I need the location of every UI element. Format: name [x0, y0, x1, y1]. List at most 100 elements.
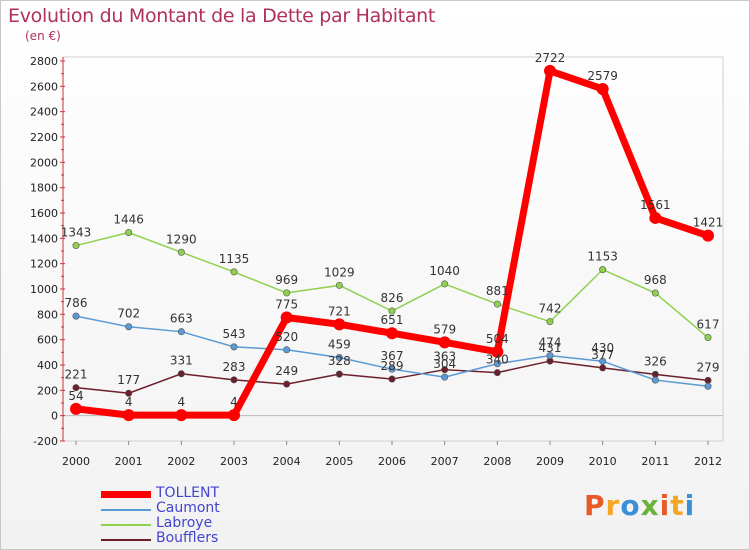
data-point	[599, 266, 607, 274]
y-tick-label: 600	[37, 334, 58, 347]
chart-title: Evolution du Montant de la Dette par Hab…	[8, 5, 436, 27]
data-label: 474	[539, 336, 562, 350]
data-label: 279	[697, 360, 720, 374]
data-label: 1561	[640, 198, 671, 212]
data-label: 249	[275, 364, 298, 378]
x-tick-label: 2005	[325, 455, 353, 468]
data-point	[388, 375, 396, 383]
data-point	[441, 366, 449, 374]
data-label: 742	[539, 302, 562, 316]
data-point	[72, 312, 80, 320]
data-label: 331	[170, 354, 193, 368]
data-point	[651, 289, 659, 297]
data-point	[72, 242, 80, 250]
data-label: 367	[381, 349, 404, 363]
data-label: 4	[230, 395, 238, 409]
data-point	[283, 289, 291, 297]
x-tick-label: 2001	[115, 455, 143, 468]
data-point	[177, 328, 185, 336]
data-label: 377	[591, 348, 614, 362]
y-tick-label: 2600	[30, 80, 58, 93]
data-label: 363	[433, 350, 456, 364]
y-tick-label: -200	[33, 435, 58, 448]
y-tick-label: 1200	[30, 258, 58, 271]
data-point	[283, 380, 291, 388]
data-label: 826	[381, 291, 404, 305]
data-label: 1029	[324, 265, 355, 279]
y-tick-label: 1600	[30, 207, 58, 220]
data-label: 4	[178, 395, 186, 409]
y-tick-label: 0	[51, 410, 58, 423]
logo-letter: i	[659, 489, 671, 522]
data-label: 786	[65, 296, 88, 310]
data-point	[335, 281, 343, 289]
data-point	[230, 343, 238, 351]
data-point	[72, 384, 80, 392]
x-tick-label: 2003	[220, 455, 248, 468]
data-point	[125, 323, 133, 331]
data-label: 54	[68, 389, 83, 403]
data-label: 177	[117, 373, 140, 387]
x-tick-label: 2010	[589, 455, 617, 468]
data-point	[70, 402, 82, 415]
logo-letter: o	[620, 489, 641, 522]
data-point	[335, 354, 343, 362]
data-point	[230, 376, 238, 384]
y-tick-label: 800	[37, 308, 58, 321]
x-tick-label: 2004	[273, 455, 301, 468]
logo-letter: x	[640, 489, 660, 522]
data-point	[649, 211, 662, 224]
data-label: 881	[486, 284, 509, 298]
data-point	[544, 64, 556, 77]
data-label: 459	[328, 338, 351, 352]
data-label: 504	[486, 332, 509, 346]
data-label: 430	[591, 341, 614, 355]
data-label: 663	[170, 312, 193, 326]
data-point	[177, 370, 185, 378]
data-label: 4	[125, 395, 133, 409]
data-point	[704, 376, 712, 384]
legend-label: Boufflers	[156, 530, 219, 546]
legend-label: Caumont	[156, 500, 220, 516]
data-label: 617	[697, 318, 720, 332]
legend-label: TOLLENT	[156, 485, 220, 501]
logo-letter: P	[584, 489, 606, 522]
x-tick-label: 2007	[431, 455, 459, 468]
y-tick-label: 2800	[30, 55, 58, 68]
x-tick-label: 2000	[62, 455, 90, 468]
plot-area	[62, 56, 724, 442]
data-label: 543	[223, 327, 246, 341]
legend-swatch	[101, 539, 151, 541]
y-tick-label: 2200	[30, 131, 58, 144]
data-point	[491, 345, 504, 358]
data-label: 328	[328, 354, 351, 368]
data-point	[125, 389, 133, 397]
data-point	[438, 336, 451, 349]
data-label: 283	[223, 360, 246, 374]
data-point	[228, 409, 240, 422]
data-point	[651, 376, 659, 384]
data-point	[335, 370, 343, 378]
data-point	[441, 373, 449, 381]
data-point	[596, 82, 609, 95]
x-tick-label: 2011	[641, 455, 669, 468]
chart-subtitle: (en €)	[25, 29, 61, 43]
data-point	[386, 327, 398, 340]
data-point	[125, 229, 133, 237]
logo-letter: i	[684, 489, 696, 522]
data-point	[283, 346, 291, 354]
data-label: 579	[433, 322, 456, 336]
data-label: 651	[381, 313, 404, 327]
data-point	[333, 318, 346, 331]
data-point	[704, 334, 712, 342]
data-label: 1135	[219, 252, 250, 266]
data-point	[388, 307, 396, 315]
data-point	[177, 248, 185, 256]
data-point	[704, 382, 712, 390]
x-tick-label: 2006	[378, 455, 406, 468]
data-point	[702, 229, 714, 242]
data-label: 2722	[535, 51, 566, 65]
data-point	[175, 409, 188, 422]
data-label: 520	[275, 330, 298, 344]
logo-letter: t	[670, 489, 685, 522]
